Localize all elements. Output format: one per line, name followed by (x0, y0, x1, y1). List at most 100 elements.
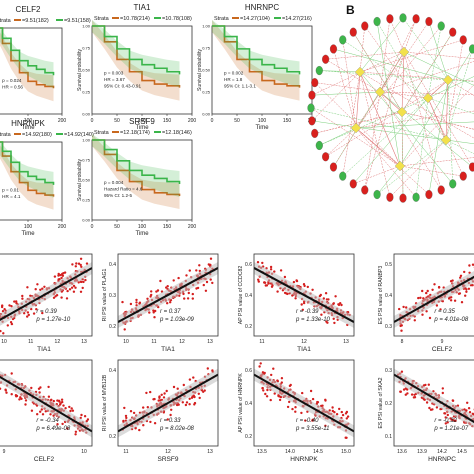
scatter-x-tick-label: 13.6 (397, 449, 407, 455)
km-legend-high: =14.27(104) (240, 16, 270, 22)
scatter-point (188, 378, 192, 381)
network-edge (325, 127, 357, 157)
scatter-y-tick-label: 0.2 (109, 324, 116, 330)
scatter-point (428, 316, 432, 320)
scatter-point (32, 312, 36, 315)
scatter-point (426, 289, 429, 293)
scatter-fit-line (394, 275, 474, 323)
scatter-point (56, 423, 59, 426)
scatter-r-label: r = 0.37 (160, 309, 181, 315)
scatter-point (279, 269, 283, 272)
network-edge (445, 139, 474, 154)
scatter-point (188, 269, 191, 272)
scatter-point (257, 278, 260, 281)
scatter-point (211, 281, 214, 285)
scatter-xlabel: TIA1 (161, 346, 175, 353)
km-strata-label: Strata (94, 16, 110, 22)
scatter-y-tick-label: 0.3 (385, 368, 392, 374)
network-edge (311, 71, 361, 122)
km-ylabel: Survival probability (197, 49, 203, 91)
network-edge (364, 25, 447, 141)
scatter-axis-frame (0, 359, 93, 447)
scatter-panel-8: r = -0.32p = 1.21e-0713.613.914.214.514.… (378, 359, 474, 463)
scatter-point (158, 395, 161, 398)
scatter-point (435, 406, 439, 409)
scatter-point (86, 418, 90, 421)
scatter-point (37, 387, 41, 390)
scatter-point (122, 419, 125, 423)
scatter-point (68, 288, 72, 291)
network-hub-node (442, 74, 454, 86)
scatter-point (458, 292, 462, 295)
network-edge (399, 48, 473, 167)
scatter-point (302, 301, 306, 305)
km-y-tick-label: 0.25 (82, 90, 91, 95)
scatter-point (39, 410, 42, 413)
scatter-point (341, 413, 345, 417)
network-nodes (307, 13, 474, 203)
scatter-xlabel: CELF2 (432, 346, 453, 353)
km-x-tick-label: 0 (211, 118, 214, 124)
scatter-point (413, 319, 416, 322)
scatter-point (15, 394, 19, 398)
scatter-point (261, 386, 264, 390)
scatter-xlabel: HNRNPC (428, 456, 456, 463)
network-node (322, 152, 330, 162)
scatter-point (319, 293, 322, 297)
scatter-point (263, 281, 267, 284)
scatter-r-label: r = 0.39 (36, 309, 57, 315)
scatter-point (36, 413, 39, 416)
scatter-point (162, 411, 165, 414)
network-node (449, 27, 457, 37)
scatter-point (123, 406, 126, 410)
network-edge (427, 25, 442, 99)
km-x-tick-label: 100 (24, 118, 33, 124)
scatter-x-tick-label: 13 (343, 339, 349, 345)
network-edge (359, 17, 404, 73)
scatter-point (273, 270, 276, 273)
km-x-tick-label: 50 (234, 118, 240, 124)
scatter-point (21, 294, 24, 298)
network-edge (389, 18, 405, 53)
network-node (449, 179, 457, 189)
scatter-axis-frame (393, 359, 474, 447)
network-edge (389, 139, 447, 198)
network-node (308, 90, 316, 100)
scatter-point (61, 422, 64, 426)
scatter-point (283, 275, 287, 279)
scatter-x-tick-label: 9 (3, 449, 6, 455)
network-edge (379, 91, 474, 95)
scatter-point (186, 297, 190, 300)
network-edge (376, 21, 401, 167)
scatter-point (50, 398, 53, 401)
scatter-fit-line (254, 267, 354, 323)
scatter-fit-line (0, 375, 92, 433)
scatter-p-label: p = 1.33e-10 (295, 317, 331, 323)
scatter-point (291, 407, 294, 411)
scatter-point (18, 398, 21, 401)
network-edge (427, 76, 474, 99)
scatter-x-tick-label: 10 (1, 339, 7, 345)
network-node (322, 54, 330, 64)
scatter-point (399, 324, 402, 328)
scatter-point (198, 264, 201, 267)
scatter-point (15, 300, 18, 303)
scatter-x-tick-label: 13 (207, 449, 213, 455)
km-stat: p = 0.024 (2, 78, 22, 83)
scatter-point (431, 288, 434, 291)
km-title: CELF2 (16, 5, 41, 14)
km-curve-low (0, 141, 55, 185)
scatter-point (400, 370, 404, 373)
network-edge (445, 79, 449, 141)
network-node (373, 16, 381, 27)
scatter-point (38, 391, 41, 394)
scatter-point (149, 295, 152, 298)
scatter-point (146, 297, 149, 300)
scatter-point (417, 296, 420, 300)
km-ci-band (92, 134, 180, 209)
scatter-point (327, 298, 330, 301)
network-edge (353, 32, 403, 113)
scatter-xlabel: TIA1 (37, 346, 51, 353)
network-edge (319, 70, 361, 73)
scatter-point (80, 413, 83, 417)
